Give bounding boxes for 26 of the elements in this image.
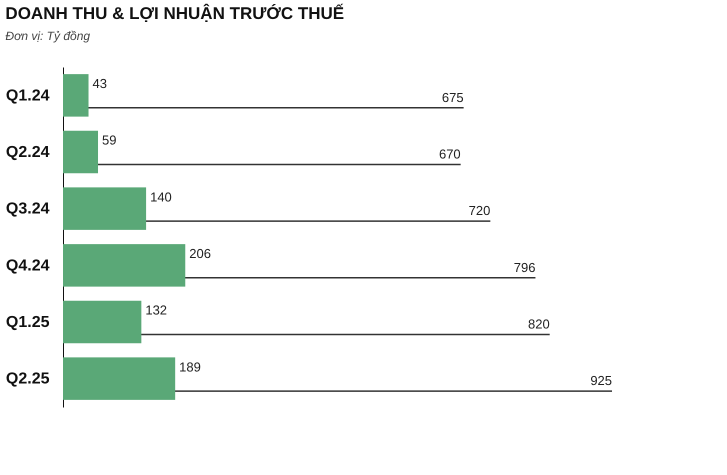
y-tick-label: Q2.24 bbox=[6, 144, 50, 161]
data-label: 206 bbox=[189, 246, 211, 261]
y-tick-label: Q3.24 bbox=[6, 200, 50, 218]
y-tick-label: Q1.25 bbox=[6, 314, 50, 331]
data-label: 675 bbox=[442, 90, 464, 105]
bar bbox=[63, 130, 98, 174]
bar bbox=[63, 187, 146, 230]
data-label: 670 bbox=[438, 146, 461, 162]
bar bbox=[63, 300, 142, 344]
bar bbox=[63, 244, 186, 287]
data-label: 132 bbox=[145, 302, 168, 318]
data-label: 820 bbox=[528, 316, 550, 332]
data-label: 796 bbox=[514, 260, 536, 275]
data-label: 189 bbox=[179, 359, 201, 374]
data-label: 59 bbox=[102, 132, 116, 148]
y-tick-label: Q2.25 bbox=[6, 370, 50, 388]
y-tick-label: Q4.24 bbox=[6, 257, 50, 274]
bar bbox=[63, 357, 176, 400]
chart-title: DOANH THU & LỢI NHUẬN TRƯỚC THUẾ bbox=[5, 3, 344, 23]
data-label: 925 bbox=[590, 373, 612, 388]
data-label: 720 bbox=[468, 203, 490, 218]
y-tick-label: Q1.24 bbox=[6, 87, 50, 104]
data-label: 140 bbox=[150, 189, 172, 204]
chart-subtitle: Đơn vị: Tỷ đồng bbox=[5, 29, 90, 43]
data-label: 43 bbox=[92, 76, 107, 91]
bar bbox=[63, 74, 89, 117]
